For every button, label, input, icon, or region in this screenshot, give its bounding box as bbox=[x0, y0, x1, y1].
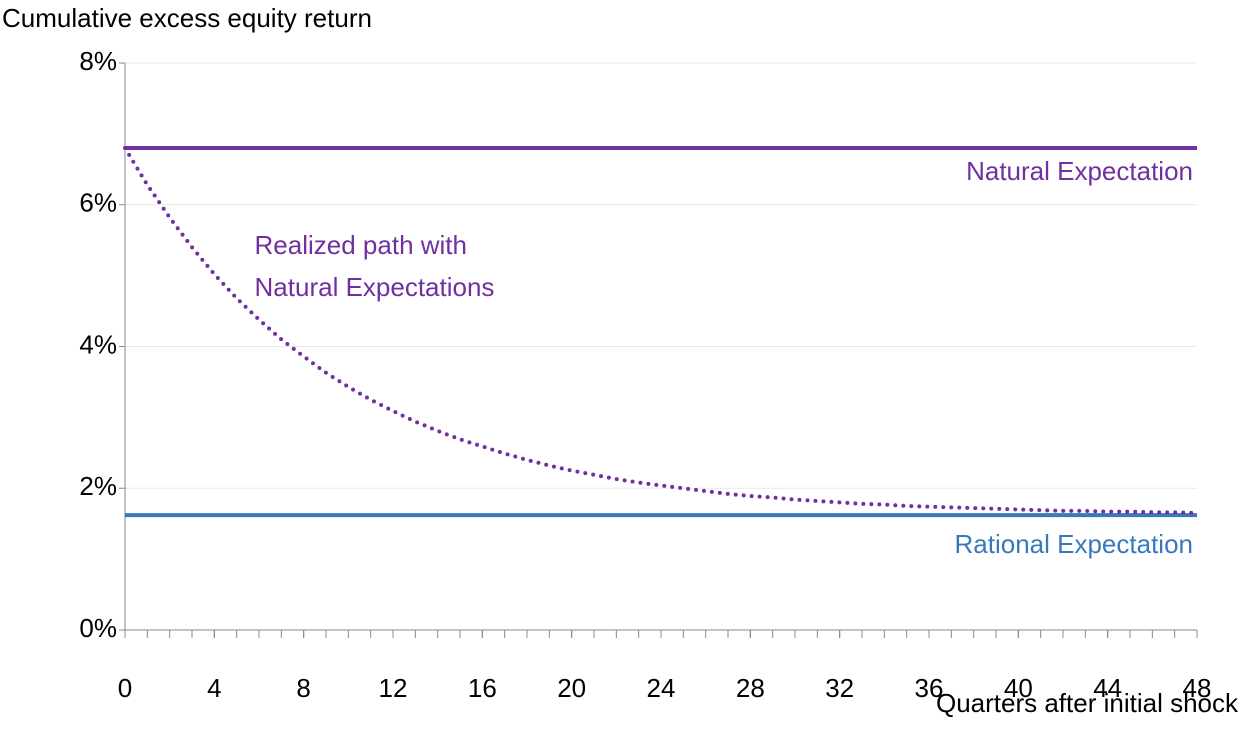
series-label: Natural Expectation bbox=[966, 156, 1193, 186]
x-tick-label: 20 bbox=[557, 673, 586, 703]
series-label: Rational Expectation bbox=[955, 529, 1193, 559]
y-tick-label: 4% bbox=[79, 329, 117, 359]
x-tick-label: 36 bbox=[915, 673, 944, 703]
x-tick-label: 0 bbox=[118, 673, 132, 703]
x-tick-label: 16 bbox=[468, 673, 497, 703]
x-tick-label: 48 bbox=[1183, 673, 1212, 703]
y-tick-label: 2% bbox=[79, 471, 117, 501]
x-tick-label: 8 bbox=[296, 673, 310, 703]
x-tick-label: 28 bbox=[736, 673, 765, 703]
y-tick-label: 6% bbox=[79, 188, 117, 218]
x-tick-label: 4 bbox=[207, 673, 221, 703]
x-tick-label: 44 bbox=[1093, 673, 1122, 703]
x-tick-label: 40 bbox=[1004, 673, 1033, 703]
x-tick-label: 24 bbox=[647, 673, 676, 703]
x-tick-label: 32 bbox=[825, 673, 854, 703]
x-tick-label: 12 bbox=[379, 673, 408, 703]
y-axis-label: Cumulative excess equity return bbox=[2, 3, 372, 33]
series-label: Natural Expectations bbox=[255, 272, 495, 302]
series-line bbox=[123, 146, 1199, 516]
series-label: Realized path with bbox=[255, 230, 467, 260]
y-tick-label: 8% bbox=[79, 46, 117, 76]
y-tick-label: 0% bbox=[79, 613, 117, 643]
x-axis-label: Quarters after initial shock bbox=[936, 688, 1239, 718]
